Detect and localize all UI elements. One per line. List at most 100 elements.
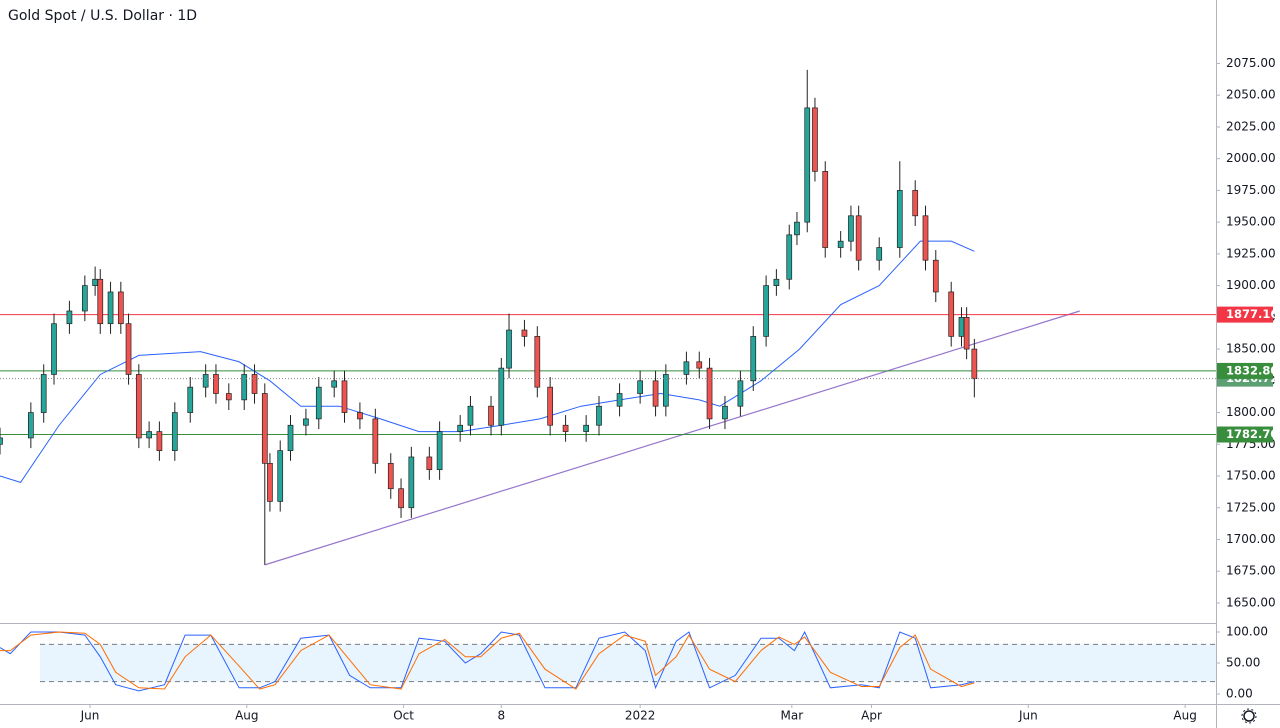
y-tick-label: 1900.00: [1226, 278, 1276, 292]
level-label: 1832.80: [1226, 363, 1278, 377]
candle-body: [0, 437, 3, 445]
candle-body: [135, 374, 142, 439]
x-tick-label: 8: [497, 709, 505, 723]
y-tick-label: 0.00: [1226, 687, 1253, 701]
x-tick-label: Aug: [235, 709, 258, 723]
y-tick-label: 50.00: [1226, 656, 1260, 670]
candle-body: [837, 240, 844, 248]
candle-body: [225, 393, 232, 401]
candle-body: [963, 316, 970, 350]
candle-body: [521, 329, 528, 337]
candle-body: [855, 215, 862, 261]
stoch-band: [40, 644, 1216, 682]
candle-body: [812, 107, 818, 172]
x-tick-label: Jun: [1018, 709, 1038, 723]
candle-body: [171, 412, 178, 451]
candle-body: [287, 424, 294, 451]
candle-body: [251, 374, 258, 394]
x-tick-label: Aug: [1173, 709, 1196, 723]
candle-body: [822, 171, 829, 248]
x-tick-label: Mar: [780, 709, 803, 723]
candle-body: [457, 424, 464, 432]
y-tick-label: 1750.00: [1226, 469, 1276, 483]
candle-body: [187, 386, 194, 413]
candle-body: [261, 393, 268, 464]
trendline: [264, 310, 1080, 566]
candle-body: [562, 424, 569, 432]
y-tick-label: 2075.00: [1226, 56, 1276, 70]
candle-body: [637, 380, 643, 394]
candle-body: [922, 215, 929, 261]
candle-body: [722, 405, 728, 420]
candle-body: [107, 291, 114, 325]
y-tick-label: 1950.00: [1226, 215, 1276, 229]
y-tick-label: 1675.00: [1226, 564, 1276, 578]
candle-body: [763, 285, 769, 337]
candle-body: [66, 310, 73, 325]
candle-body: [534, 336, 541, 388]
y-tick-label: 1850.00: [1226, 342, 1276, 356]
y-tick-label: 1975.00: [1226, 183, 1276, 197]
candle-body: [876, 247, 883, 261]
candle-body: [202, 374, 209, 388]
candle-body: [616, 393, 623, 407]
candle-body: [436, 431, 443, 471]
x-tick-label: Apr: [861, 709, 882, 723]
level-label: 1877.16: [1226, 307, 1278, 321]
y-tick-label: 2025.00: [1226, 119, 1276, 133]
candle-body: [737, 380, 744, 407]
y-tick-label: 2000.00: [1226, 151, 1276, 165]
candle-body: [408, 456, 415, 509]
candle-body: [750, 336, 757, 382]
candle-body: [467, 405, 474, 426]
candle-body: [547, 386, 554, 426]
candle-body: [27, 412, 34, 439]
y-tick-label: 100.00: [1226, 625, 1268, 639]
candle-body: [372, 418, 379, 464]
candle-body: [773, 278, 780, 286]
candle-body: [97, 278, 104, 325]
settings-icon[interactable]: [1241, 708, 1257, 724]
candle-body: [498, 367, 505, 426]
candle-body: [92, 278, 98, 286]
candle-body: [387, 462, 394, 490]
candle-body: [794, 221, 800, 236]
candle-body: [971, 348, 978, 379]
y-tick-label: 1650.00: [1226, 595, 1276, 609]
candle-body: [81, 285, 88, 312]
candle-body: [848, 215, 854, 242]
level-tag: [1217, 306, 1273, 323]
candle-body: [357, 412, 363, 420]
y-tick-label: 1700.00: [1226, 532, 1276, 546]
y-tick-label: 1725.00: [1226, 500, 1276, 514]
candle-body: [341, 380, 348, 413]
candle-body: [303, 418, 309, 426]
stoch-line: [0, 630, 975, 692]
candle-body: [948, 291, 955, 337]
candle-body: [51, 323, 57, 375]
candle-body: [896, 190, 903, 248]
candle-body: [583, 424, 589, 432]
candle-body: [40, 374, 47, 413]
candle-body: [156, 431, 163, 451]
candle-body: [932, 259, 939, 293]
candle-body: [786, 234, 793, 280]
candle-body: [912, 190, 919, 217]
candle-body: [277, 450, 284, 502]
candle-body: [683, 361, 690, 375]
x-tick-label: Oct: [393, 709, 414, 723]
level-label: 1782.70: [1226, 427, 1278, 441]
x-tick-label: Jun: [80, 709, 100, 723]
level-tag: [1217, 362, 1273, 379]
candle-body: [488, 405, 494, 426]
candle-body: [315, 386, 322, 420]
candle-body: [125, 323, 132, 375]
candle-body: [241, 374, 248, 401]
candle-body: [706, 367, 713, 420]
candle-body: [804, 107, 811, 223]
chart-title: Gold Spot / U.S. Dollar · 1D: [8, 8, 197, 24]
candle-body: [958, 316, 965, 337]
candle-body: [652, 380, 659, 407]
